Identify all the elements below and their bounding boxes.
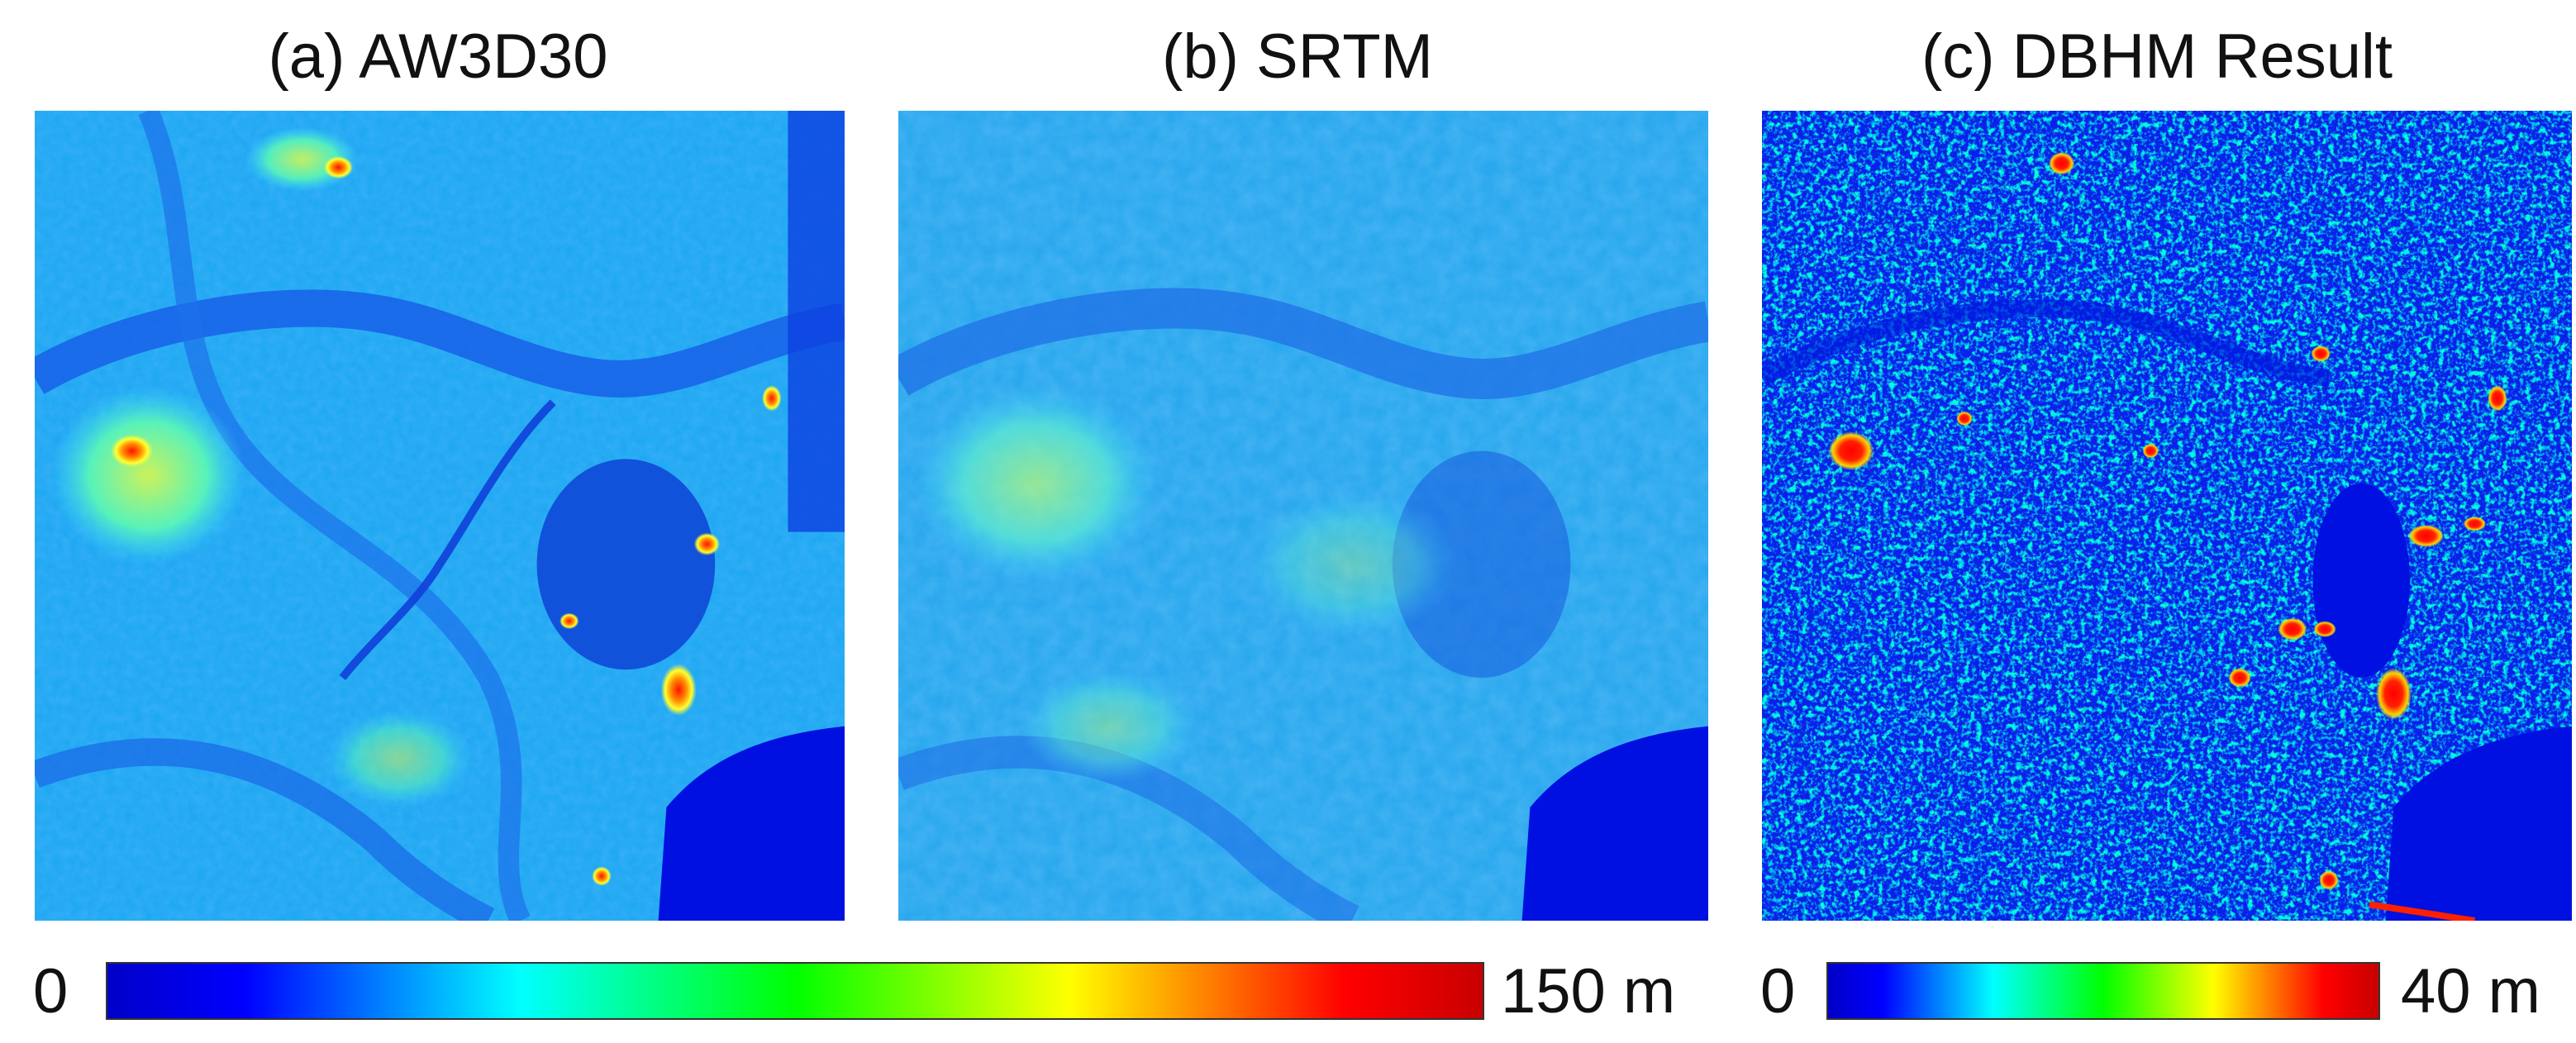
colorbar-1-max-label: 150 m [1501,956,1676,1026]
high-building [2408,524,2445,548]
high-building [2463,516,2487,531]
red-road [2369,901,2475,921]
high-building [2319,870,2339,890]
colorbar-1-gradient [106,962,1484,1020]
map-dbhm-result [1762,111,2572,921]
urban-cluster [914,386,1158,581]
high-building [2048,151,2075,175]
high-building [1956,411,1973,426]
bay-water [658,726,845,921]
map-aw3d30 [35,111,845,921]
high-building [2278,617,2307,641]
bay-water [2385,726,2572,921]
urban-cluster [326,710,473,807]
valley [35,738,495,921]
colorbar-1-min-label: 0 [33,956,69,1026]
high-building [2375,668,2412,720]
high-structure [559,612,579,630]
urban-cluster [50,386,245,564]
panel-title-c: (c) DBHM Result [1921,21,2393,92]
dark-basin [1392,450,1571,678]
high-building [2488,385,2507,412]
valley [898,736,1359,921]
colorbar-2-max-label: 40 m [2401,956,2540,1026]
high-building [2142,443,2159,459]
urban-cluster [1246,491,1458,637]
high-building [2311,345,2331,362]
river-branch [339,399,556,681]
panel-title-b: (b) SRTM [1162,21,1433,92]
river-channel [898,288,1708,399]
river-channel [1762,299,2331,388]
high-building [2228,668,2251,688]
dark-basin [2312,483,2410,678]
map-srtm [898,111,1708,921]
high-structure [693,532,721,556]
valley [138,111,531,921]
map-srtm-image [898,111,1708,921]
high-structure [762,385,782,412]
high-structure [323,155,354,179]
panel-title-a: (a) AW3D30 [268,21,608,92]
high-structure [111,435,154,468]
high-building [2313,621,2336,637]
high-structure [660,664,697,717]
high-building [1828,431,1874,471]
bay-water [1521,726,1708,921]
east-strip [788,111,845,532]
colorbar-2-gradient [1826,962,2380,1020]
dark-basin [536,459,716,670]
high-structure [592,866,612,886]
colorbar-2-min-label: 0 [1760,956,1796,1026]
map-dbhm-image [1762,111,2572,921]
urban-cluster [1020,669,1198,783]
map-aw3d30-image [35,111,845,921]
